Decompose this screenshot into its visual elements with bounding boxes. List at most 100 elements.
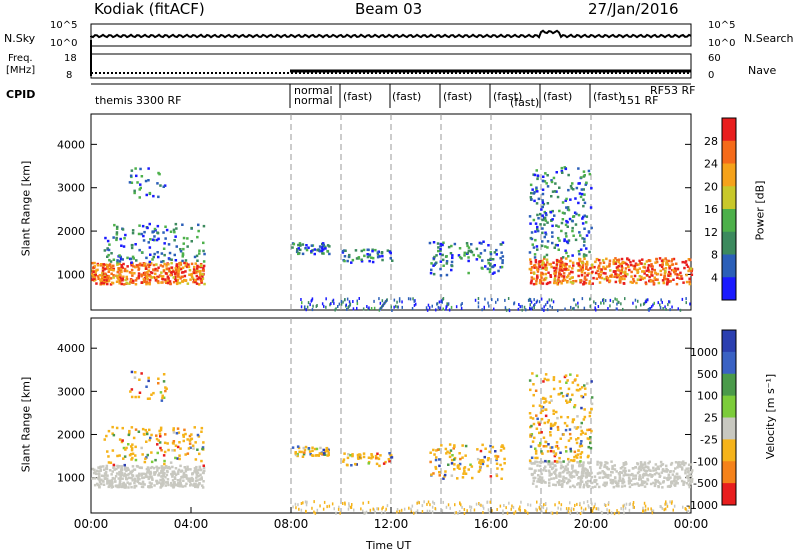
echo-point <box>654 271 657 275</box>
echo-point <box>178 266 181 269</box>
echo-point <box>675 262 678 265</box>
ground-scatter-point <box>426 509 429 513</box>
echo-point <box>318 249 321 252</box>
echo-point <box>187 447 191 450</box>
echo-point <box>572 280 575 283</box>
echo-point <box>644 472 648 475</box>
echo-point <box>659 273 663 276</box>
echo-point <box>314 447 317 451</box>
echo-point <box>539 212 542 216</box>
echo-point <box>612 270 616 273</box>
echo-point <box>583 468 586 471</box>
ground-scatter-point <box>540 297 543 301</box>
echo-point <box>119 276 122 279</box>
echo-point <box>649 469 652 472</box>
ground-scatter-point <box>349 303 351 307</box>
ground-scatter-point <box>653 301 655 305</box>
echo-point <box>605 466 608 469</box>
echo-point <box>488 270 492 274</box>
echo-point <box>578 259 582 263</box>
nave-tick-bottom: 0 <box>708 70 715 81</box>
echo-point <box>589 267 592 270</box>
echo-point <box>130 388 134 391</box>
echo-point <box>688 473 691 476</box>
echo-point <box>499 266 502 269</box>
echo-point <box>128 476 131 480</box>
echo-point <box>633 482 636 486</box>
echo-point <box>112 466 115 469</box>
echo-point <box>137 272 141 275</box>
echo-point <box>198 466 202 469</box>
echo-point <box>543 216 547 220</box>
echo-point <box>638 475 641 479</box>
echo-point <box>113 477 116 480</box>
echo-point <box>137 276 140 279</box>
colorbar-tick-label: 12 <box>704 226 718 239</box>
echo-point <box>626 257 629 260</box>
echo-point <box>595 482 599 486</box>
echo-point <box>163 450 167 454</box>
echo-point <box>549 395 553 398</box>
echo-point <box>687 483 691 487</box>
echo-point <box>113 223 116 227</box>
echo-point <box>170 258 173 261</box>
echo-point <box>466 251 469 255</box>
echo-point <box>564 445 568 449</box>
echo-point <box>93 261 96 265</box>
echo-point <box>326 249 329 253</box>
ground-scatter-point <box>519 505 521 509</box>
echo-point <box>674 269 677 273</box>
echo-point <box>124 473 127 477</box>
colorbar-tick-label: -100 <box>693 455 718 468</box>
echo-point <box>667 270 671 274</box>
ground-scatter-point <box>520 500 522 504</box>
echo-point <box>155 482 159 485</box>
echo-point <box>549 449 553 453</box>
echo-point <box>586 428 589 432</box>
echo-point <box>546 174 549 177</box>
echo-point <box>603 472 607 475</box>
echo-point <box>130 268 134 272</box>
echo-point <box>129 280 132 284</box>
echo-point <box>131 231 135 235</box>
echo-point <box>574 279 578 283</box>
echo-point <box>568 479 572 483</box>
echo-point <box>202 224 206 228</box>
echo-point <box>589 206 593 209</box>
ground-scatter-point <box>660 505 662 509</box>
echo-point <box>120 270 123 274</box>
echo-point <box>583 271 587 275</box>
echo-point <box>589 466 592 469</box>
echo-point <box>111 481 114 484</box>
echo-point <box>307 447 311 450</box>
echo-point <box>546 246 549 249</box>
echo-point <box>120 440 124 444</box>
echo-point <box>161 477 164 480</box>
echo-point <box>583 257 586 260</box>
echo-point <box>343 255 347 258</box>
ground-scatter-point <box>597 507 599 511</box>
echo-point <box>367 248 370 252</box>
echo-point <box>582 418 586 421</box>
echo-point <box>536 227 539 231</box>
echo-point <box>579 483 582 486</box>
echo-point <box>196 485 200 489</box>
echo-point <box>111 425 114 429</box>
echo-point <box>491 272 495 275</box>
echo-point <box>150 475 153 478</box>
echo-point <box>590 186 593 190</box>
echo-point <box>544 263 547 267</box>
echo-point <box>571 261 575 264</box>
echo-point <box>605 481 608 484</box>
echo-point <box>458 467 461 470</box>
echo-point <box>530 266 534 269</box>
echo-point <box>160 482 163 486</box>
echo-point <box>117 477 120 480</box>
echo-point <box>465 242 469 245</box>
echo-point <box>325 446 328 450</box>
echo-point <box>580 440 583 443</box>
echo-point <box>582 244 586 247</box>
echo-point <box>184 468 188 471</box>
ground-scatter-point <box>557 506 559 510</box>
echo-point <box>538 475 542 479</box>
